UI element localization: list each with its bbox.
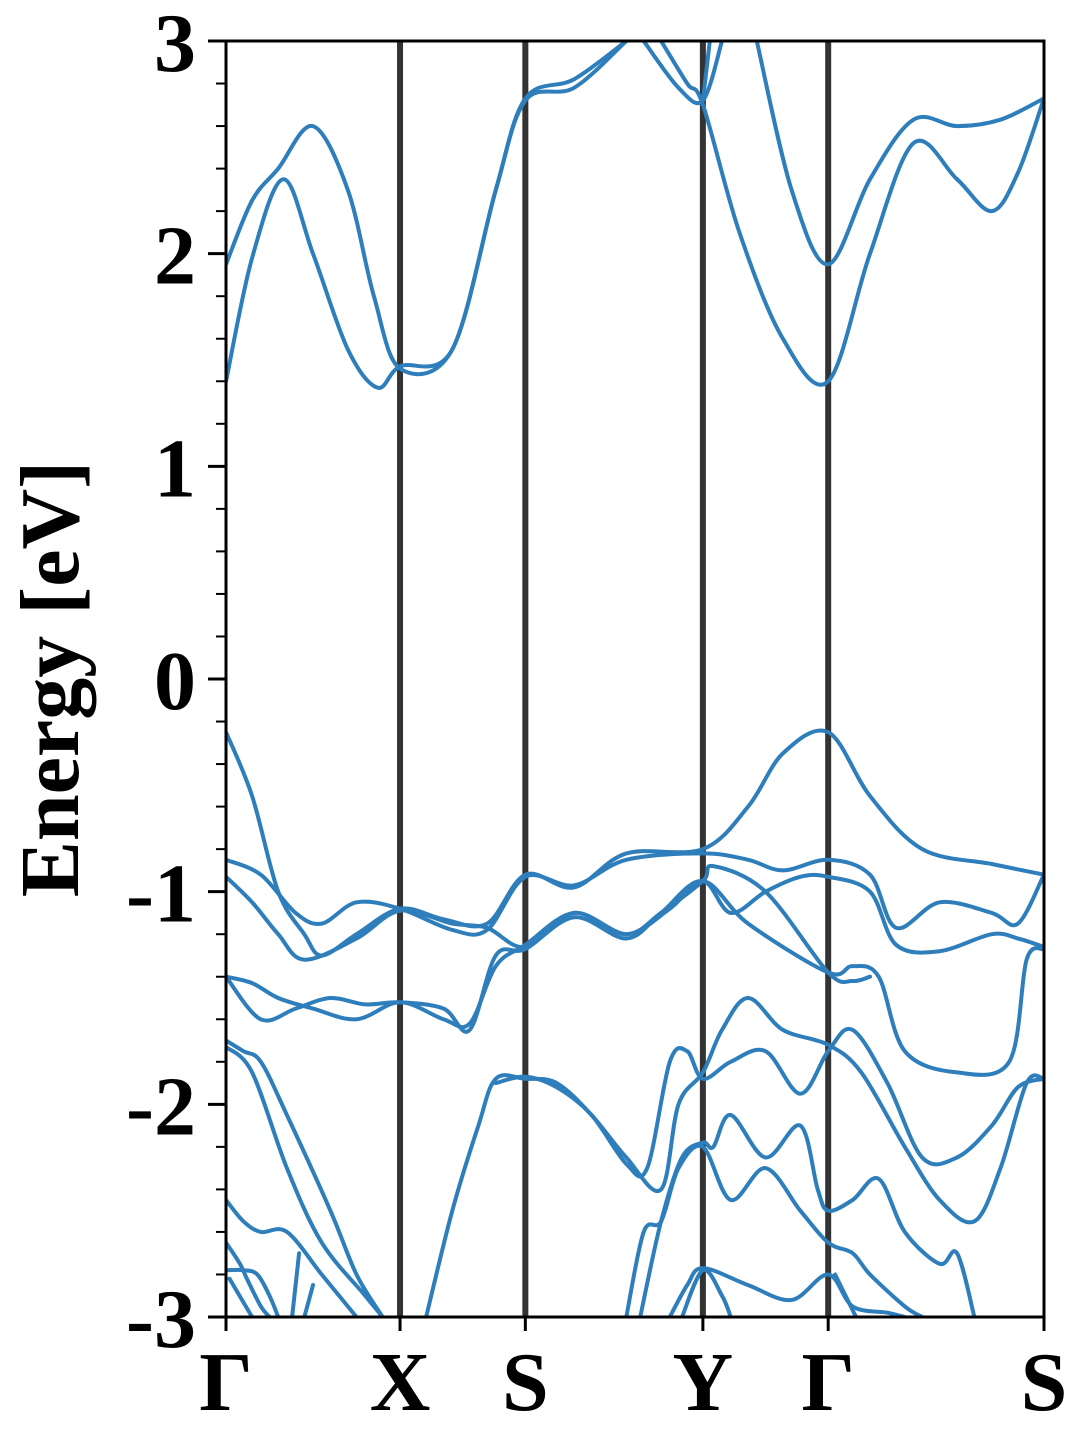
band-line [226,41,629,377]
y-tick-label: 1 [154,422,196,515]
band-line [833,1272,858,1317]
band-line [302,1283,315,1317]
band-line [638,1113,977,1317]
band-line [226,851,1044,937]
plot-frame [224,39,1046,1319]
y-tick-label: 3 [154,0,196,90]
band-line [226,728,1044,958]
band-line [226,41,629,390]
kpoint-label: Y [673,1336,734,1429]
y-tick-label: 2 [154,210,196,303]
band-line [226,1198,359,1317]
band-line [226,1267,281,1317]
band-lines [226,41,1044,1317]
kpoint-label: S [1021,1336,1068,1429]
band-line [290,1251,302,1317]
band-line [424,996,1044,1317]
band-line [754,41,1044,267]
band-line [226,879,1044,1077]
band-line [624,1143,925,1317]
band-line [641,41,724,106]
y-tick-label: -2 [126,1060,196,1153]
band-line [700,41,712,103]
band-line [226,863,872,1030]
kpoint-label: Γ [199,1336,252,1429]
high-symmetry-lines [397,41,832,1317]
kpoint-label: X [370,1336,431,1429]
band-line [680,1267,733,1317]
y-tick-label: -3 [126,1273,196,1366]
band-line [493,1026,1044,1179]
band-line [227,1276,255,1317]
y-tick-label: 0 [154,635,196,728]
y-axis-ticks [208,39,226,1319]
y-axis-title: Energy [eV] [4,461,97,897]
kpoint-label: S [502,1336,549,1429]
band-line [667,1266,907,1317]
y-tick-label: -1 [126,848,196,941]
y-axis-tick-labels: 3 2 1 0 -1 -2 -3 [126,0,196,1366]
band-line [226,872,1044,962]
band-line [659,41,1044,387]
band-line [226,1038,385,1317]
kpoint-label: Γ [801,1336,854,1429]
band-line [226,1240,272,1317]
band-line [226,1044,385,1317]
